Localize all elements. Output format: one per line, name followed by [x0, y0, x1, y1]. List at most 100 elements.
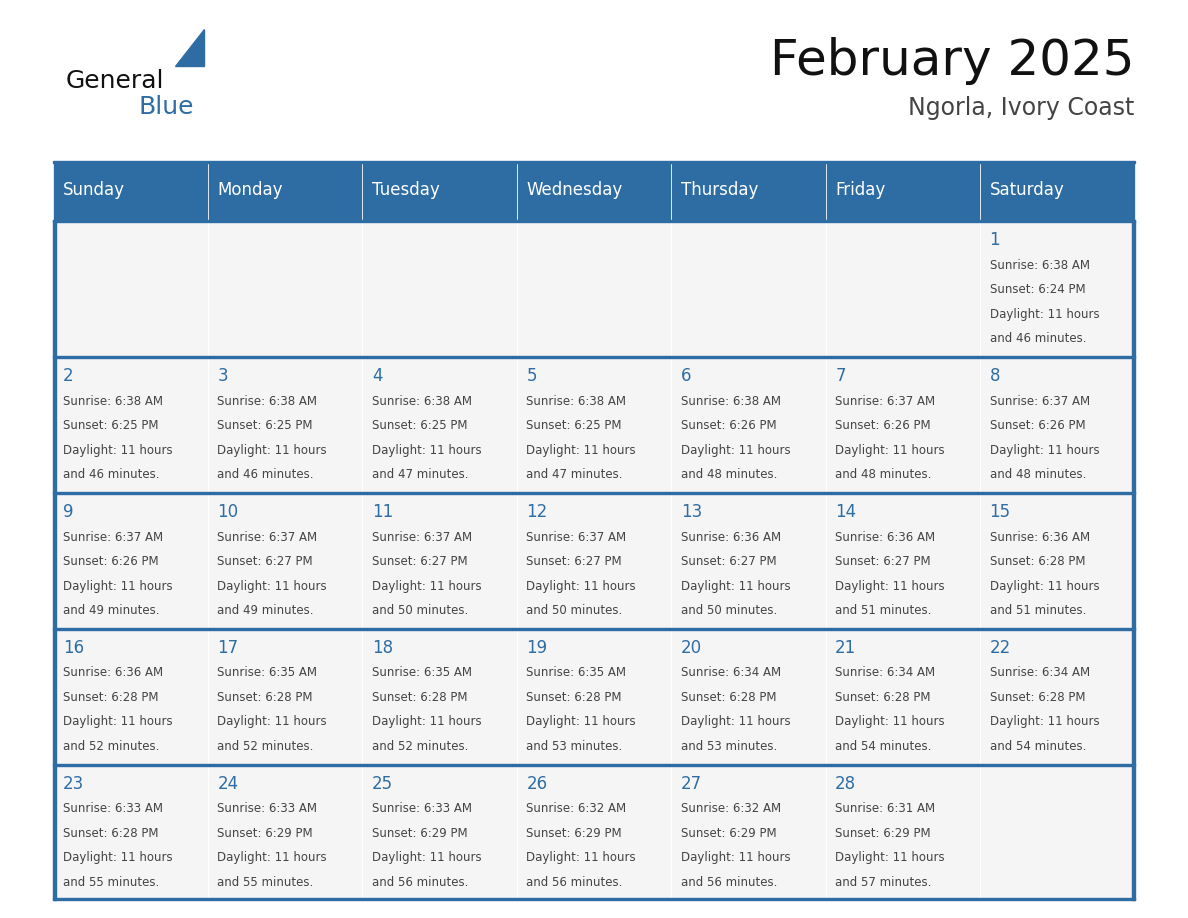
- Text: Sunset: 6:24 PM: Sunset: 6:24 PM: [990, 284, 1085, 297]
- Text: 27: 27: [681, 775, 702, 793]
- Text: Sunset: 6:27 PM: Sunset: 6:27 PM: [681, 555, 776, 568]
- Text: 7: 7: [835, 367, 846, 386]
- Text: and 46 minutes.: and 46 minutes.: [217, 468, 314, 481]
- Text: and 54 minutes.: and 54 minutes.: [990, 740, 1086, 753]
- Text: and 56 minutes.: and 56 minutes.: [681, 876, 777, 889]
- Text: February 2025: February 2025: [770, 37, 1135, 84]
- Text: Daylight: 11 hours: Daylight: 11 hours: [526, 443, 636, 456]
- Text: and 55 minutes.: and 55 minutes.: [63, 876, 159, 889]
- Text: Daylight: 11 hours: Daylight: 11 hours: [835, 443, 944, 456]
- Text: 15: 15: [990, 503, 1011, 521]
- Bar: [671, 628, 826, 764]
- Bar: [53, 628, 208, 764]
- Text: Sunrise: 6:38 AM: Sunrise: 6:38 AM: [217, 395, 317, 408]
- Bar: [53, 161, 208, 220]
- Text: Daylight: 11 hours: Daylight: 11 hours: [63, 579, 172, 592]
- Text: and 47 minutes.: and 47 minutes.: [526, 468, 623, 481]
- Bar: [208, 492, 362, 628]
- Text: Daylight: 11 hours: Daylight: 11 hours: [217, 579, 327, 592]
- Text: and 48 minutes.: and 48 minutes.: [835, 468, 931, 481]
- Text: Daylight: 11 hours: Daylight: 11 hours: [990, 579, 1099, 592]
- Text: Blue: Blue: [139, 95, 195, 118]
- Text: 9: 9: [63, 503, 74, 521]
- Text: Sunset: 6:27 PM: Sunset: 6:27 PM: [372, 555, 467, 568]
- Text: Sunrise: 6:34 AM: Sunrise: 6:34 AM: [681, 666, 781, 679]
- Bar: [53, 764, 208, 900]
- Text: and 55 minutes.: and 55 minutes.: [217, 876, 314, 889]
- Text: Sunrise: 6:35 AM: Sunrise: 6:35 AM: [217, 666, 317, 679]
- Text: Sunrise: 6:37 AM: Sunrise: 6:37 AM: [63, 531, 163, 543]
- Text: and 52 minutes.: and 52 minutes.: [372, 740, 468, 753]
- Text: Daylight: 11 hours: Daylight: 11 hours: [681, 579, 790, 592]
- Text: Sunset: 6:28 PM: Sunset: 6:28 PM: [63, 827, 158, 840]
- Text: Sunrise: 6:33 AM: Sunrise: 6:33 AM: [63, 802, 163, 815]
- Text: Sunset: 6:28 PM: Sunset: 6:28 PM: [372, 691, 467, 704]
- Text: Daylight: 11 hours: Daylight: 11 hours: [63, 851, 172, 864]
- Text: Sunrise: 6:38 AM: Sunrise: 6:38 AM: [990, 259, 1089, 272]
- Text: 17: 17: [217, 639, 239, 657]
- Text: Sunset: 6:28 PM: Sunset: 6:28 PM: [526, 691, 621, 704]
- Text: Sunset: 6:25 PM: Sunset: 6:25 PM: [63, 420, 158, 432]
- Text: 6: 6: [681, 367, 691, 386]
- Text: Tuesday: Tuesday: [372, 182, 440, 199]
- Bar: [208, 628, 362, 764]
- Bar: [517, 628, 671, 764]
- Text: Daylight: 11 hours: Daylight: 11 hours: [835, 715, 944, 728]
- Bar: [53, 220, 208, 356]
- Text: Friday: Friday: [835, 182, 885, 199]
- Text: Daylight: 11 hours: Daylight: 11 hours: [217, 443, 327, 456]
- Text: and 46 minutes.: and 46 minutes.: [990, 332, 1086, 345]
- Text: and 51 minutes.: and 51 minutes.: [835, 604, 931, 617]
- Text: and 53 minutes.: and 53 minutes.: [526, 740, 623, 753]
- Text: 23: 23: [63, 775, 84, 793]
- Bar: [53, 220, 1135, 222]
- Text: Sunrise: 6:36 AM: Sunrise: 6:36 AM: [63, 666, 163, 679]
- Text: Daylight: 11 hours: Daylight: 11 hours: [372, 715, 481, 728]
- Bar: [826, 492, 980, 628]
- Text: Sunset: 6:26 PM: Sunset: 6:26 PM: [835, 420, 930, 432]
- Text: Daylight: 11 hours: Daylight: 11 hours: [990, 308, 1099, 320]
- Text: Daylight: 11 hours: Daylight: 11 hours: [990, 443, 1099, 456]
- Bar: [980, 356, 1135, 492]
- Bar: [826, 356, 980, 492]
- Text: Sunset: 6:25 PM: Sunset: 6:25 PM: [217, 420, 312, 432]
- Text: Sunrise: 6:33 AM: Sunrise: 6:33 AM: [372, 802, 472, 815]
- Text: Sunday: Sunday: [63, 182, 125, 199]
- Text: Sunrise: 6:36 AM: Sunrise: 6:36 AM: [681, 531, 781, 543]
- Text: Sunset: 6:29 PM: Sunset: 6:29 PM: [526, 827, 621, 840]
- Text: Thursday: Thursday: [681, 182, 758, 199]
- Text: 14: 14: [835, 503, 857, 521]
- Bar: [53, 764, 1135, 766]
- Text: 28: 28: [835, 775, 857, 793]
- Text: 20: 20: [681, 639, 702, 657]
- Text: and 53 minutes.: and 53 minutes.: [681, 740, 777, 753]
- Text: Daylight: 11 hours: Daylight: 11 hours: [63, 715, 172, 728]
- Text: 10: 10: [217, 503, 239, 521]
- Text: Daylight: 11 hours: Daylight: 11 hours: [63, 443, 172, 456]
- Text: Sunrise: 6:37 AM: Sunrise: 6:37 AM: [990, 395, 1089, 408]
- Text: Sunset: 6:28 PM: Sunset: 6:28 PM: [990, 691, 1085, 704]
- Text: and 52 minutes.: and 52 minutes.: [63, 740, 159, 753]
- Bar: [980, 492, 1135, 628]
- Text: Daylight: 11 hours: Daylight: 11 hours: [217, 851, 327, 864]
- Bar: [826, 161, 980, 220]
- Text: and 52 minutes.: and 52 minutes.: [217, 740, 314, 753]
- Text: and 50 minutes.: and 50 minutes.: [526, 604, 623, 617]
- Text: Daylight: 11 hours: Daylight: 11 hours: [526, 579, 636, 592]
- Text: 8: 8: [990, 367, 1000, 386]
- Text: and 54 minutes.: and 54 minutes.: [835, 740, 931, 753]
- Text: 19: 19: [526, 639, 548, 657]
- Bar: [826, 764, 980, 900]
- Text: 5: 5: [526, 367, 537, 386]
- Text: and 51 minutes.: and 51 minutes.: [990, 604, 1086, 617]
- Text: Daylight: 11 hours: Daylight: 11 hours: [372, 851, 481, 864]
- Text: Sunset: 6:29 PM: Sunset: 6:29 PM: [835, 827, 930, 840]
- Text: 16: 16: [63, 639, 84, 657]
- Text: Sunset: 6:27 PM: Sunset: 6:27 PM: [835, 555, 930, 568]
- Text: Sunrise: 6:34 AM: Sunrise: 6:34 AM: [990, 666, 1089, 679]
- Text: Sunset: 6:29 PM: Sunset: 6:29 PM: [681, 827, 776, 840]
- Text: Sunrise: 6:38 AM: Sunrise: 6:38 AM: [63, 395, 163, 408]
- Text: 26: 26: [526, 775, 548, 793]
- Text: 11: 11: [372, 503, 393, 521]
- Text: Daylight: 11 hours: Daylight: 11 hours: [681, 851, 790, 864]
